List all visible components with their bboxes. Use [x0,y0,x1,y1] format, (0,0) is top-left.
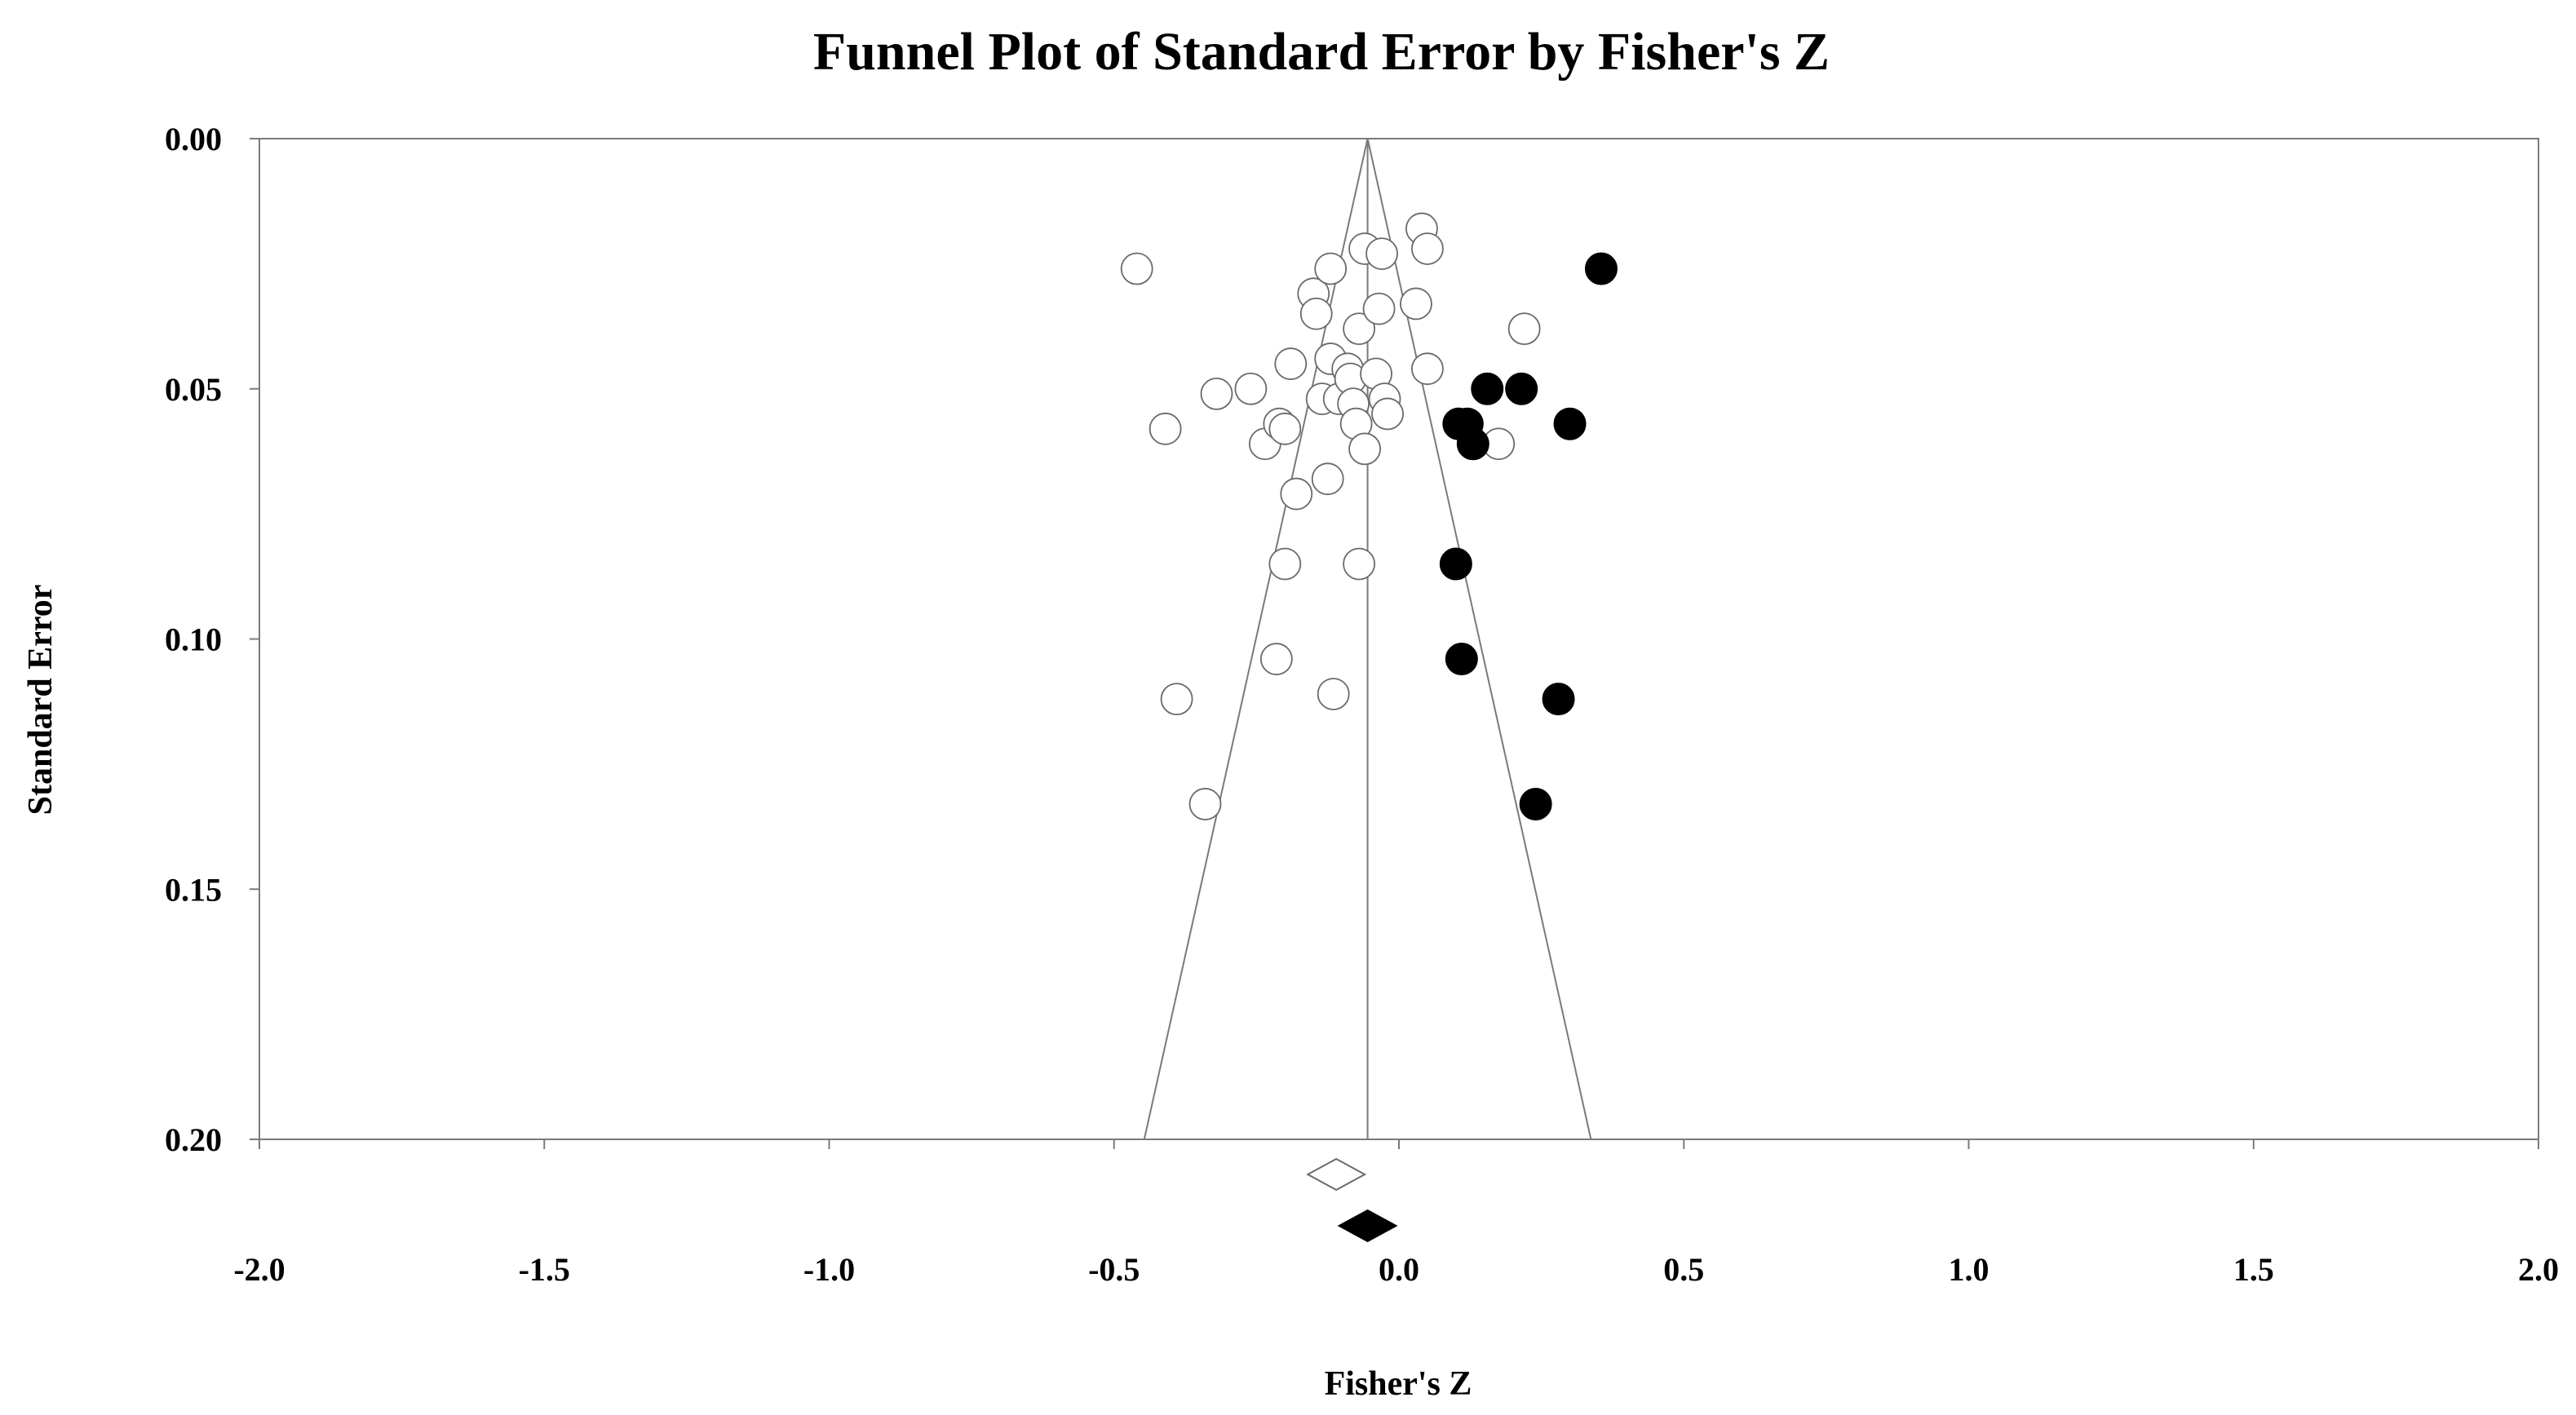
adjusted-summary-diamond [1337,1209,1398,1243]
x-tick-label: 1.0 [1949,1251,1990,1288]
open-study-point [1400,287,1432,321]
filled-study-point [1471,372,1504,405]
summary-diamonds [1306,1157,1398,1243]
y-tick-label: 0.05 [165,371,222,408]
open-study-point [1348,432,1381,466]
open-study-point [1280,477,1313,511]
open-study-point [1268,412,1302,445]
y-tick-label: 0.20 [165,1121,222,1158]
y-tick-label: 0.15 [165,871,222,908]
open-study-point [1311,462,1344,496]
open-study-point [1362,292,1396,325]
y-axis-label: Standard Error [22,585,60,816]
filled-study-point [1553,407,1587,440]
x-tick-label: 1.5 [2233,1251,2274,1288]
filled-study-point [1519,787,1552,820]
open-study-point [1411,232,1444,265]
filled-study-point [1505,372,1538,405]
open-study-point [1120,252,1153,285]
funnel-left-line [1143,138,1369,1140]
data-points [1120,212,1618,820]
filled-study-point [1439,547,1472,581]
filled-study-point [1445,643,1478,676]
open-study-point [1149,412,1182,445]
open-study-point [1160,683,1193,716]
open-study-point [1299,297,1333,330]
x-tick-label: -1.5 [519,1251,570,1288]
open-study-point [1274,347,1308,380]
x-tick-label: -1.0 [803,1251,855,1288]
open-study-point [1314,252,1348,285]
x-tick-label: -0.5 [1088,1251,1140,1288]
open-study-point [1371,397,1404,431]
open-study-point [1343,547,1376,581]
x-tick-label: 0.5 [1663,1251,1704,1288]
open-study-point [1268,547,1302,581]
y-tick-label: 0.00 [165,121,222,157]
open-study-point [1343,312,1376,346]
x-axis-ticks: -2.0 -1.5 -1.0 -0.5 0.0 0.5 1.0 1.5 2.0 [233,1139,2559,1288]
open-study-point [1507,312,1541,346]
open-study-point [1259,643,1293,675]
filled-study-point [1456,427,1489,461]
open-study-point [1188,788,1222,820]
open-study-point [1200,377,1233,410]
funnel-lines [1143,138,1592,1140]
funnel-right-line [1366,138,1592,1140]
x-tick-label: 2.0 [2518,1251,2559,1288]
x-axis-label: Fisher's Z [1325,1365,1472,1403]
x-tick-label: 0.0 [1379,1251,1419,1288]
open-study-point [1365,237,1398,271]
y-axis-ticks: 0.00 0.05 0.10 0.15 0.20 [165,121,259,1158]
filled-study-point [1542,683,1575,716]
filled-study-point [1584,252,1618,285]
x-tick-label: -2.0 [233,1251,285,1288]
plot-area-frame [259,138,2539,1140]
chart-title: Funnel Plot of Standard Error by Fisher'… [813,22,1830,82]
open-study-point [1317,678,1350,710]
open-study-point [1234,372,1268,405]
open-study-point [1411,352,1444,386]
y-tick-label: 0.10 [165,621,222,658]
observed-summary-diamond [1306,1157,1367,1192]
